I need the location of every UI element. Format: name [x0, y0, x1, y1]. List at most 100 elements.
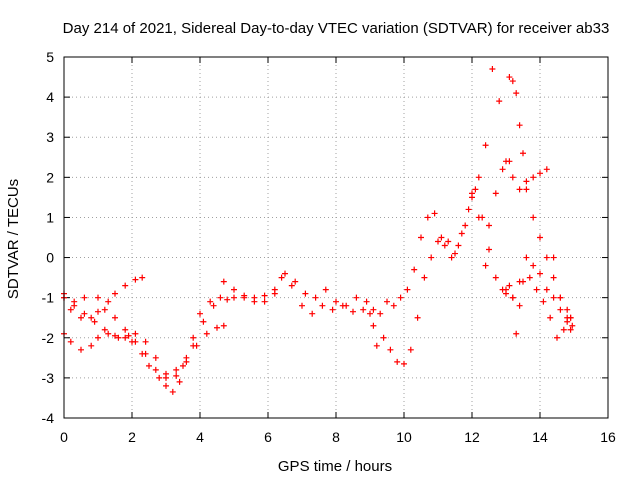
data-point: [163, 374, 169, 381]
data-point: [513, 90, 520, 97]
data-point: [387, 346, 394, 353]
data-point: [190, 334, 197, 341]
data-point: [203, 330, 210, 337]
data-point: [479, 214, 486, 221]
data-point: [302, 290, 309, 297]
data-point: [533, 286, 540, 293]
data-point: [384, 298, 390, 305]
data-point: [261, 298, 268, 305]
x-tick-label: 2: [128, 429, 136, 445]
data-point: [88, 314, 95, 321]
data-point: [377, 310, 384, 317]
data-point: [169, 388, 176, 395]
x-tick-label: 0: [60, 429, 68, 445]
data-point: [567, 326, 574, 333]
x-axis-label: GPS time / hours: [278, 458, 392, 475]
y-tick-label: -4: [42, 410, 55, 426]
data-point: [509, 294, 516, 301]
plot-frame: [63, 56, 609, 419]
data-point: [435, 238, 441, 245]
data-point: [523, 254, 530, 261]
data-point: [278, 274, 285, 281]
data-point: [241, 294, 248, 301]
data-point: [81, 294, 88, 301]
data-point: [428, 254, 435, 261]
data-point: [550, 254, 557, 261]
data-point: [421, 274, 428, 281]
y-tick-label: 3: [46, 129, 54, 145]
data-point: [343, 302, 350, 309]
data-point: [112, 314, 118, 321]
data-point: [217, 294, 224, 301]
data-point: [367, 310, 373, 317]
data-point: [564, 318, 571, 325]
data-point: [530, 262, 537, 269]
x-tick-label: 6: [264, 429, 272, 445]
series-track-d: [61, 270, 377, 381]
y-tick-label: 5: [46, 49, 54, 65]
grid: [64, 57, 608, 418]
data-point: [404, 286, 411, 293]
data-point: [516, 122, 523, 129]
data-point: [482, 142, 489, 149]
data-point: [152, 366, 159, 373]
data-point: [67, 338, 74, 345]
data-point: [67, 306, 74, 313]
data-point: [190, 342, 197, 349]
data-point: [441, 242, 448, 249]
data-point: [560, 326, 567, 333]
data-point: [95, 308, 101, 315]
y-tick-label: 2: [46, 169, 54, 185]
data-point: [547, 314, 554, 321]
data-point: [537, 234, 543, 241]
data-point: [523, 178, 530, 185]
data-point: [543, 166, 550, 173]
data-point: [142, 338, 149, 345]
data-point: [503, 158, 509, 165]
data-point: [370, 306, 377, 313]
data-point: [251, 298, 258, 305]
x-tick-label: 10: [396, 429, 412, 445]
data-point: [401, 360, 407, 367]
data-point: [509, 78, 516, 85]
data-point: [489, 66, 496, 73]
data-point: [139, 274, 146, 281]
data-point: [132, 330, 139, 337]
x-tick-label: 14: [532, 429, 548, 445]
data-point: [231, 286, 237, 293]
data-point: [492, 274, 499, 281]
data-point: [448, 254, 455, 261]
data-point: [431, 210, 438, 217]
data-point: [516, 302, 523, 309]
data-point: [516, 186, 523, 193]
data-point: [210, 302, 217, 309]
data-point: [543, 254, 550, 261]
data-point: [370, 322, 377, 329]
y-tick-label: -2: [42, 330, 55, 346]
data-point: [176, 378, 183, 385]
data-point: [214, 324, 220, 331]
data-point: [452, 250, 458, 257]
series-track-g: [469, 66, 574, 321]
data-point: [88, 342, 95, 349]
data-point: [523, 186, 530, 193]
data-point: [101, 326, 108, 333]
data-point: [112, 332, 118, 339]
data-point: [197, 310, 203, 317]
data-point: [486, 246, 492, 253]
data-point: [526, 274, 533, 281]
data-point: [333, 298, 339, 305]
data-point: [506, 74, 513, 81]
data-point: [156, 374, 163, 381]
data-point: [220, 278, 227, 285]
data-point: [411, 266, 418, 273]
data-point: [554, 334, 560, 341]
data-point: [543, 286, 550, 293]
data-point: [288, 282, 295, 289]
data-point: [557, 306, 564, 313]
data-point: [95, 294, 101, 301]
data-point: [438, 234, 445, 241]
x-tick-label: 12: [464, 429, 480, 445]
data-point: [550, 294, 557, 301]
